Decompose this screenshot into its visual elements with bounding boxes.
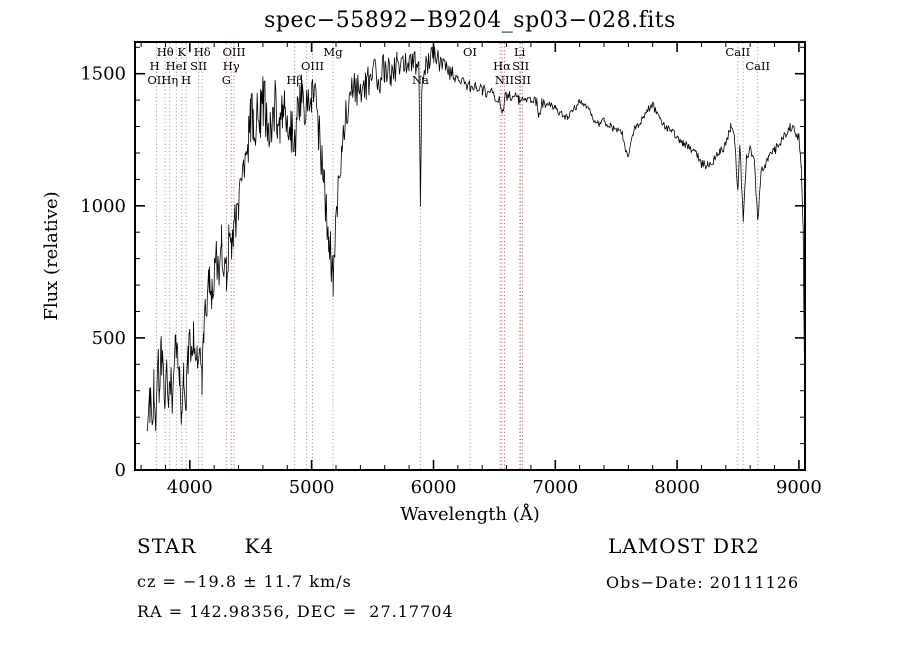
obs-date-line: Obs−Date: 20111126	[606, 573, 800, 592]
species-label: G	[222, 73, 231, 87]
x-tick-label: 4000	[167, 477, 213, 498]
species-label: H	[150, 59, 160, 73]
coords-line: RA = 142.98356, DEC = 27.17704	[137, 602, 454, 621]
species-label: OIII	[301, 59, 324, 73]
species-label: Hθ	[157, 45, 174, 59]
species-label: SII	[190, 59, 207, 73]
x-tick-label: 5000	[289, 477, 335, 498]
species-label: Hγ	[223, 59, 240, 73]
species-label: Hη	[161, 73, 178, 87]
plot-box	[134, 41, 806, 471]
species-label: SII	[514, 73, 531, 87]
species-label: Na	[412, 73, 429, 87]
cz-line: cz = −19.8 ± 11.7 km/s	[137, 572, 352, 591]
y-tick-label: 1500	[80, 64, 126, 85]
species-label: Mg	[323, 45, 343, 59]
species-label: HeI	[166, 59, 187, 73]
spectrum-path	[146, 44, 806, 454]
classification-line: STAR K4	[137, 534, 274, 558]
species-label: CaII	[725, 45, 750, 59]
species-label: K	[178, 45, 187, 59]
species-label: Li	[514, 45, 526, 59]
object-type-label: STAR	[137, 534, 197, 558]
species-label: NII	[495, 73, 514, 87]
y-axis-title: Flux (relative)	[41, 191, 62, 320]
x-tick-label: 7000	[532, 477, 578, 498]
y-tick-label: 1000	[80, 196, 126, 217]
subclass-label: K4	[244, 534, 275, 558]
x-tick-label: 6000	[411, 477, 457, 498]
x-tick-label: 8000	[654, 477, 700, 498]
species-label: OI	[463, 45, 477, 59]
survey-label: LAMOST DR2	[608, 534, 760, 558]
plot-title: spec−55892−B9204_sp03−028.fits	[264, 8, 676, 33]
y-tick-label: 0	[115, 460, 126, 481]
species-label: OIII	[222, 45, 245, 59]
species-label: OII	[147, 73, 166, 87]
species-label: Hδ	[194, 45, 211, 59]
species-label: Hβ	[286, 73, 303, 87]
species-label: Hα	[493, 59, 511, 73]
x-axis-title: Wavelength (Å)	[400, 503, 540, 525]
species-label: CaII	[745, 59, 770, 73]
species-label: SII	[512, 59, 529, 73]
x-tick-label: 9000	[776, 477, 822, 498]
y-tick-label: 500	[92, 328, 126, 349]
species-label: H	[181, 73, 191, 87]
